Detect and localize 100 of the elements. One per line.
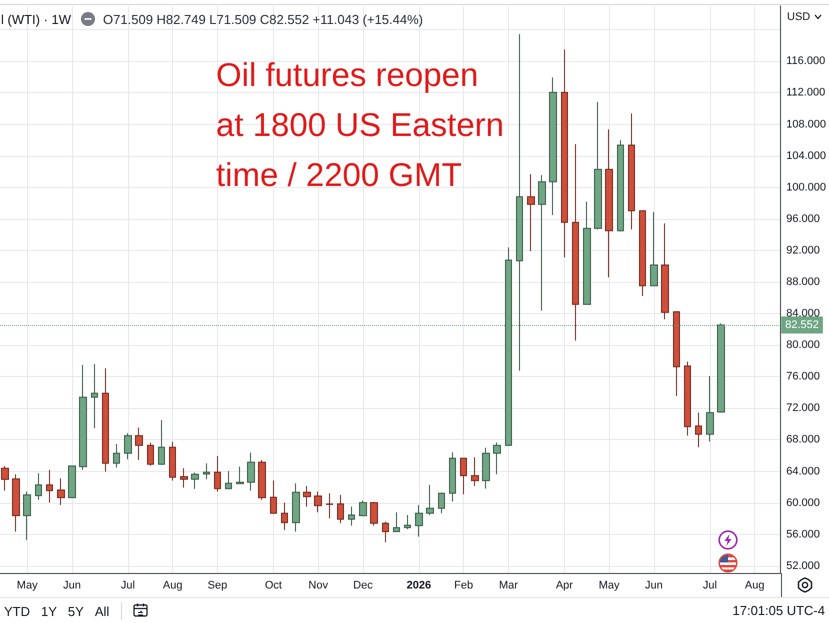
x-tick-label: Mar	[498, 580, 518, 592]
chart-title: l (WTI) · 1W	[1, 12, 72, 26]
candlestick	[1, 465, 9, 492]
x-tick-label: Jul	[120, 580, 135, 592]
x-tick-label: Jun	[63, 580, 81, 592]
candlestick	[628, 112, 635, 230]
y-tick-label: 60.000	[786, 496, 820, 509]
candlestick	[404, 514, 411, 530]
y-tick-label: 116.000	[786, 55, 826, 68]
candlestick	[180, 468, 188, 488]
candlestick	[438, 492, 445, 514]
candlestick	[695, 412, 702, 448]
text: 1Y	[41, 604, 57, 618]
candlestick	[203, 462, 210, 480]
annotation: Oil futures reopen at 1800 US Eastern time / 2200 GMT	[216, 55, 504, 195]
candlestick	[191, 472, 199, 490]
candlestick	[281, 502, 288, 530]
text: All	[94, 604, 110, 618]
candlestick	[684, 361, 691, 436]
candlestick	[135, 427, 143, 460]
candlestick	[706, 376, 714, 442]
candlestick	[35, 472, 42, 500]
candlestick	[482, 447, 490, 490]
candlestick	[214, 455, 221, 492]
candlestick	[79, 364, 87, 470]
candlestick	[147, 442, 154, 466]
candlestick	[23, 491, 31, 540]
candlestick	[258, 459, 266, 500]
candlestick	[124, 432, 132, 460]
candlestick	[572, 144, 579, 342]
candlestick	[393, 512, 400, 532]
x-tick-label: 2026	[406, 580, 432, 592]
candlestick	[594, 101, 602, 230]
candlestick	[292, 482, 300, 532]
candlestick	[382, 521, 389, 543]
x-tick-label: Aug	[162, 580, 182, 592]
candlestick	[460, 457, 467, 495]
candlestick	[493, 442, 501, 475]
candlestick	[303, 485, 311, 508]
candlestick	[415, 504, 423, 538]
ref-line-label: 82.552	[785, 318, 819, 331]
y-tick-label: 100.000	[786, 181, 826, 194]
x-tick-label: Oct	[264, 580, 282, 592]
candlestick	[426, 484, 434, 516]
candlestick	[12, 474, 20, 532]
candlestick	[359, 500, 367, 517]
x-tick-label: Jul	[702, 580, 717, 592]
candlestick	[270, 480, 277, 514]
x-tick-label: May	[16, 580, 38, 592]
candlestick	[471, 456, 479, 486]
candlestick	[639, 210, 646, 297]
candlestick	[538, 174, 546, 312]
y-axis-title: USD	[787, 11, 810, 23]
y-tick-label: 108.000	[786, 118, 826, 130]
x-tick-label: Aug	[744, 580, 764, 592]
candlestick	[370, 501, 378, 526]
candlestick	[583, 201, 591, 306]
candlestick	[605, 128, 613, 278]
candlestick	[225, 470, 232, 490]
x-tick-label: Apr	[556, 580, 574, 592]
candlestick	[57, 478, 65, 506]
candlestick	[527, 174, 535, 252]
y-tick-label: 64.000	[786, 465, 820, 478]
candlestick	[247, 452, 255, 492]
candlestick	[348, 506, 355, 526]
candlestick	[314, 491, 322, 513]
candlestick	[650, 211, 658, 286]
text: YTD	[4, 604, 30, 618]
y-tick-label: 104.000	[786, 150, 826, 162]
candlestick	[169, 441, 176, 482]
x-tick-label: May	[598, 580, 620, 592]
y-tick-label: 68.000	[786, 434, 820, 446]
candlestick	[46, 469, 53, 504]
x-tick-label: Jun	[645, 580, 663, 592]
candlestick	[91, 364, 98, 429]
chart-subtitle: O71.509 H82.749 L71.509 C82.552 +11.043 (+15.44%)	[103, 12, 424, 26]
y-tick-label: 92.000	[786, 244, 820, 256]
candlestick	[102, 368, 109, 472]
candlestick	[549, 76, 557, 216]
y-tick-label: 56.000	[786, 528, 820, 540]
y-tick-label: 112.000	[786, 86, 826, 99]
text: 5Y	[68, 604, 84, 618]
candlestick	[326, 492, 333, 519]
candlestick	[68, 465, 76, 499]
x-tick-label: Nov	[308, 580, 328, 592]
candlestick	[661, 222, 669, 320]
x-tick-label: Dec	[353, 580, 374, 592]
y-tick-label: 80.000	[786, 339, 820, 352]
candlestick	[449, 452, 456, 502]
y-tick-label: 76.000	[786, 370, 820, 383]
y-tick-label: 52.000	[786, 560, 820, 572]
y-tick-label: 96.000	[786, 212, 820, 225]
candlestick	[673, 310, 680, 396]
text: 17:01:05 UTC-4	[732, 602, 825, 620]
candlestick	[236, 466, 244, 484]
candlestick	[337, 494, 344, 524]
candlestick	[113, 443, 120, 468]
x-tick-label: Sep	[208, 580, 228, 592]
y-tick-label: 88.000	[786, 276, 820, 288]
candlestick	[617, 140, 624, 232]
